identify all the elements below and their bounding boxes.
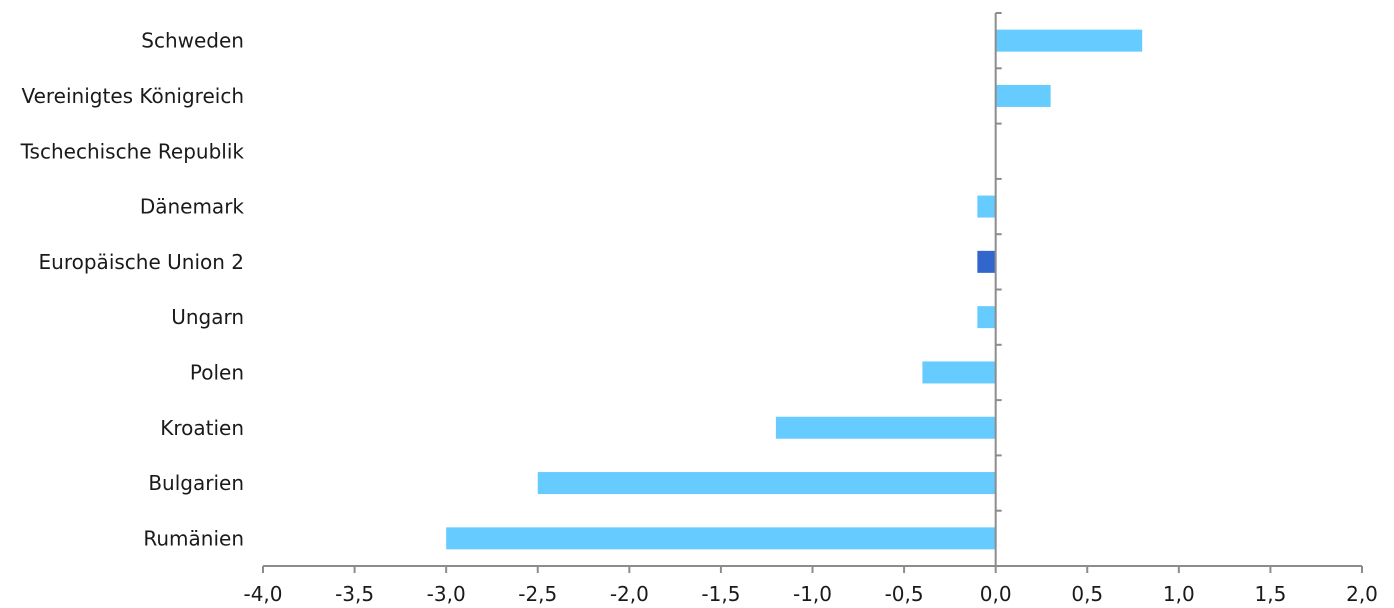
x-tick-label: -4,0 (243, 582, 282, 606)
bar-bulgarien (537, 472, 996, 495)
bar-kroatien (775, 416, 996, 439)
bars-layer (446, 29, 1143, 550)
category-label-rumänien: Rumänien (143, 526, 244, 550)
bar-europäische-union-2 (977, 250, 996, 273)
category-label-vereinigtes-königreich: Vereinigtes Königreich (21, 84, 244, 108)
x-tick-label: 0,0 (980, 582, 1012, 606)
x-tick-label: -2,0 (610, 582, 649, 606)
category-label-polen: Polen (190, 360, 244, 384)
x-tick-label: -3,0 (427, 582, 466, 606)
x-tick-label: 1,5 (1255, 582, 1287, 606)
labels-layer: Schweden Vereinigtes Königreich Tschechisc… (20, 29, 1378, 606)
bar-polen (922, 361, 996, 384)
bar-ungarn (977, 306, 996, 329)
bar-vereinigtes-königreich (995, 84, 1051, 107)
category-label-tschechische-republik: Tschechische Republik (20, 139, 245, 163)
x-tick-label: 1,0 (1163, 582, 1195, 606)
x-tick-label: -1,5 (701, 582, 740, 606)
category-label-schweden: Schweden (141, 29, 244, 53)
x-tick-label: -2,5 (518, 582, 557, 606)
x-tick-label: -1,0 (793, 582, 832, 606)
bar-dänemark (977, 195, 996, 218)
bar-schweden (995, 29, 1143, 52)
axes-layer (262, 12, 1363, 573)
category-label-dänemark: Dänemark (140, 195, 245, 219)
bar-rumänien (446, 527, 996, 550)
category-label-bulgarien: Bulgarien (148, 471, 244, 495)
x-tick-label: -3,5 (335, 582, 374, 606)
x-tick-label: 2,0 (1346, 582, 1378, 606)
category-label-europäische-union-2: Europäische Union 2 (39, 250, 244, 274)
category-label-kroatien: Kroatien (160, 416, 244, 440)
x-tick-label: -0,5 (885, 582, 924, 606)
x-tick-label: 0,5 (1071, 582, 1103, 606)
category-label-ungarn: Ungarn (171, 305, 244, 329)
